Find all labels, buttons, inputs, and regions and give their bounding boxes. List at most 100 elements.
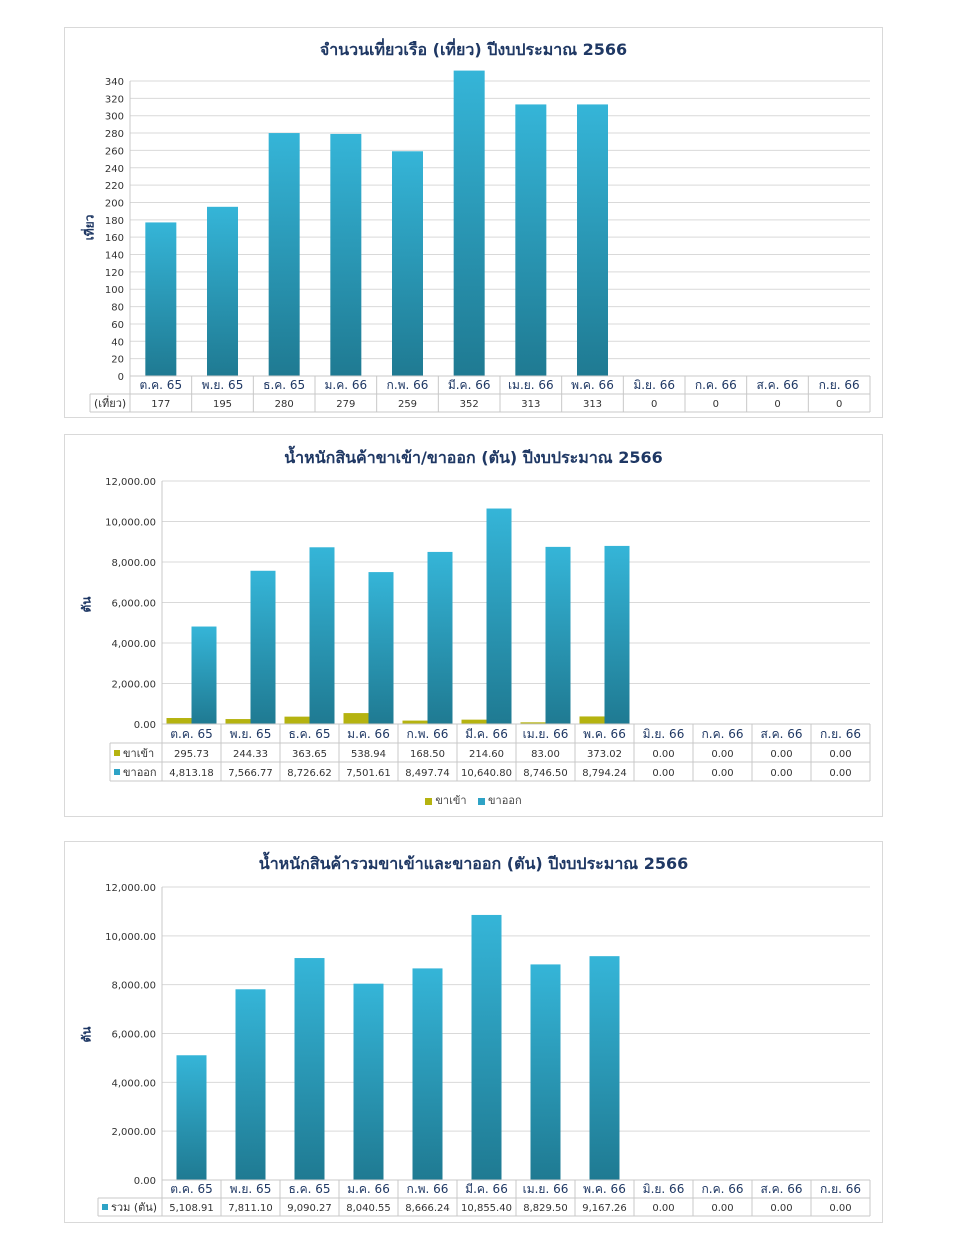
legend-item-export: ขาออก [478,794,522,807]
legend-key [114,750,120,756]
bar-import [343,713,369,724]
data-label: 244.33 [233,749,268,760]
y-tick-label: 140 [105,251,124,262]
data-label: 0 [713,399,719,410]
data-label: 8,746.50 [523,768,568,779]
data-label: 7,566.77 [228,768,273,779]
data-label: 279 [336,399,355,410]
data-label: 10,640.80 [461,768,512,779]
x-category-label: ก.ค. 66 [695,378,737,392]
x-category-label: พ.ค. 66 [571,378,614,392]
legend-key [102,1204,108,1210]
legend-item-import: ขาเข้า [425,794,467,807]
y-tick-label: 40 [111,337,124,348]
x-category-label: มี.ค. 66 [465,727,508,741]
y-tick-label: 300 [105,112,124,123]
bar-import [166,718,192,724]
data-label: 168.50 [410,749,445,760]
x-category-label: ก.ย. 66 [820,727,861,741]
data-label: 8,794.24 [582,768,627,779]
chart-svg: 0 20 40 60 80 100 120 140 160 180 200 220 240 260 280 3… [89,70,871,413]
x-category-label: เม.ย. 66 [523,727,569,741]
bar-export [191,626,217,724]
x-category-label: พ.ค. 66 [583,1182,626,1196]
data-label: 10,855.40 [461,1203,512,1214]
data-label: 8,497.74 [405,768,450,779]
y-tick-label: 4,000.00 [111,639,156,650]
y-tick-label: 320 [105,94,124,105]
y-tick-label: 20 [111,355,124,366]
series-name: ขาเข้า [123,747,154,760]
bar-export [486,508,512,724]
data-label: 0.00 [770,749,792,760]
data-label: 0.00 [652,1203,674,1214]
x-category-label: ส.ค. 66 [760,727,802,741]
y-tick-label: 160 [105,233,124,244]
y-tick-label: 0.00 [134,720,156,731]
data-label: 0.00 [652,749,674,760]
x-category-label: ธ.ค. 65 [288,727,330,741]
bar-import [284,716,310,724]
data-label: 295.73 [174,749,209,760]
data-label: 0.00 [770,1203,792,1214]
data-label: 8,726.62 [287,768,332,779]
data-label: 9,167.26 [582,1203,627,1214]
y-tick-label: 100 [105,285,124,296]
bar-value [268,133,300,376]
y-tick-label: 260 [105,146,124,157]
chart-panel-trips: จำนวนเที่ยวเรือ (เที่ยว) ปีงบประมาณ 2566… [64,27,883,418]
y-tick-label: 6,000.00 [111,1030,156,1041]
x-category-label: มิ.ย. 66 [643,727,685,741]
bar-value [577,104,608,377]
data-label: 0.00 [652,768,674,779]
data-label: 83.00 [531,749,560,760]
x-category-label: ก.พ. 66 [407,1182,449,1196]
data-label: 0.00 [770,768,792,779]
data-label: 0 [651,399,657,410]
bar-value [515,104,547,377]
y-tick-label: 12,000.00 [105,883,156,894]
x-category-label: ส.ค. 66 [760,1182,802,1196]
chart-title: น้ำหนักสินค้ารวมขาเข้าและขาออก (ตัน) ปีง… [258,854,689,873]
y-tick-label: 10,000.00 [105,518,156,529]
data-label: 259 [398,399,417,410]
series-name: (เที่ยว) [94,395,126,410]
x-category-label: มี.ค. 66 [448,378,491,392]
x-category-label: ต.ค. 65 [140,378,183,392]
y-tick-label: 280 [105,129,124,140]
y-tick-label: 80 [111,303,124,314]
data-label: 280 [275,399,294,410]
data-label: 214.60 [469,749,504,760]
bar-import [225,719,251,724]
chart-legend: ขาเข้า ขาออก [65,791,882,809]
data-label: 538.94 [351,749,386,760]
data-label: 0.00 [829,768,851,779]
x-category-label: ส.ค. 66 [756,378,798,392]
series-name: ขาออก [123,766,157,779]
y-tick-label: 0 [118,372,124,383]
chart-panel-import-export: น้ำหนักสินค้าขาเข้า/ขาออก (ตัน) ปีงบประม… [64,434,883,817]
data-label: 373.02 [587,749,622,760]
x-category-label: พ.ค. 66 [583,727,626,741]
data-label: 352 [460,399,479,410]
data-label: 0.00 [711,749,733,760]
y-tick-label: 60 [111,320,124,331]
data-label: 313 [521,399,540,410]
bar-value [453,70,485,377]
x-category-label: ต.ค. 65 [170,1182,213,1196]
y-tick-label: 4,000.00 [111,1078,156,1089]
x-category-label: พ.ย. 65 [230,727,272,741]
data-label: 363.65 [292,749,327,760]
bar-export [368,572,394,724]
bar-import [520,722,546,724]
y-tick-label: 240 [105,164,124,175]
x-category-label: มิ.ย. 66 [633,378,675,392]
series-name: รวม (ตัน) [111,1201,157,1214]
bar-export [604,545,630,724]
bar-value [330,133,362,376]
bar-export [309,547,335,724]
x-category-label: มี.ค. 66 [465,1182,508,1196]
data-label: 9,090.27 [287,1203,332,1214]
legend-label: ขาออก [488,794,522,807]
bar-value [392,151,423,376]
